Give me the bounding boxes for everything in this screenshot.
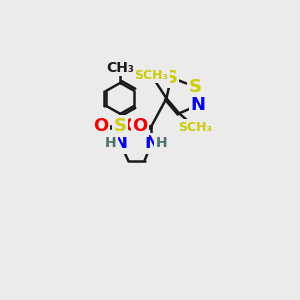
Text: O: O	[124, 117, 140, 135]
Text: N: N	[113, 134, 128, 152]
Text: N: N	[144, 134, 159, 152]
Text: SCH₃: SCH₃	[178, 121, 212, 134]
Text: N: N	[190, 96, 205, 114]
Text: S: S	[189, 78, 202, 96]
Text: SCH₃: SCH₃	[134, 69, 168, 82]
Text: H: H	[156, 136, 168, 150]
Text: O: O	[93, 117, 108, 135]
Text: CH₃: CH₃	[106, 61, 134, 75]
Text: S: S	[114, 117, 127, 135]
Text: S: S	[165, 69, 178, 87]
Text: O: O	[132, 117, 148, 135]
Text: H: H	[105, 136, 116, 150]
